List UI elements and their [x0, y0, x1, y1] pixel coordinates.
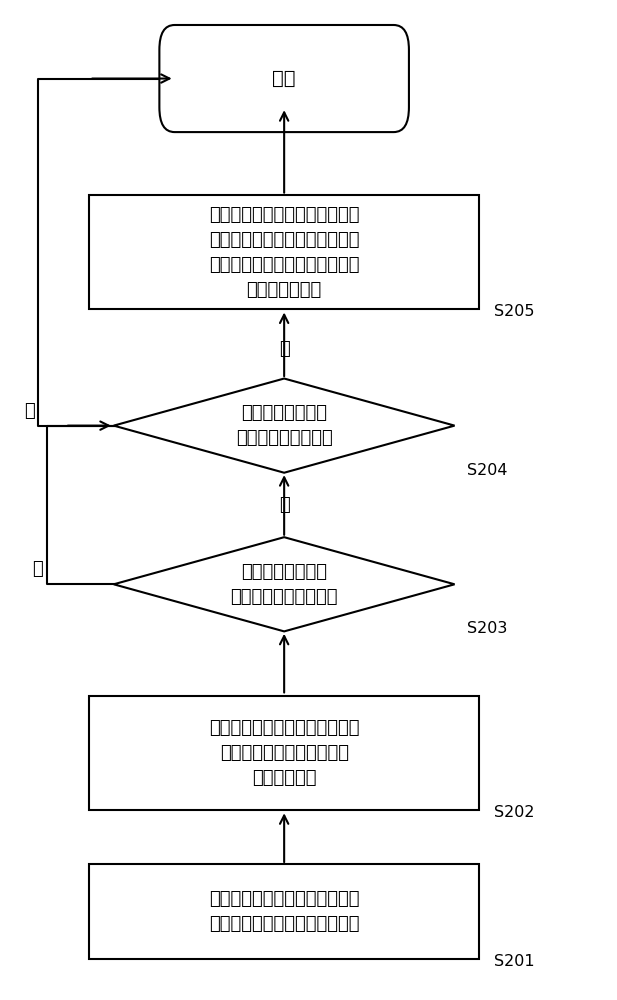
Text: S204: S204	[466, 463, 507, 478]
Text: 对获得的面部图像利用头部朝向
检测算法得到驾驶员的头部朝向: 对获得的面部图像利用头部朝向 检测算法得到驾驶员的头部朝向	[209, 890, 360, 933]
FancyBboxPatch shape	[89, 195, 479, 309]
Text: 否: 否	[279, 496, 289, 514]
Text: S203: S203	[466, 621, 507, 636]
FancyBboxPatch shape	[159, 25, 409, 132]
Polygon shape	[114, 379, 455, 473]
Text: 对获得的面部图像利用眼神注视
方位检测算法得到驾驶员的
眼睛注视方位: 对获得的面部图像利用眼神注视 方位检测算法得到驾驶员的 眼睛注视方位	[209, 719, 360, 787]
Text: 生成并下发第一控制指令，以使
车灯朝向控制器根据第一控制指
令控制车灯以第一预设速度向头
部朝向进行转动: 生成并下发第一控制指令，以使 车灯朝向控制器根据第一控制指 令控制车灯以第一预设…	[209, 206, 360, 299]
Text: 判断眼神注视方位
与头部朝向是否一致: 判断眼神注视方位 与头部朝向是否一致	[236, 404, 333, 447]
Text: S202: S202	[494, 805, 535, 820]
Text: S205: S205	[494, 304, 535, 319]
Text: S201: S201	[494, 954, 535, 969]
Text: 是: 是	[24, 402, 35, 420]
Text: 判断头部朝向是否
与车辆的行车方向一致: 判断头部朝向是否 与车辆的行车方向一致	[230, 563, 338, 606]
FancyBboxPatch shape	[89, 696, 479, 810]
Text: 结束: 结束	[272, 69, 296, 88]
FancyBboxPatch shape	[89, 864, 479, 959]
Text: 否: 否	[279, 340, 289, 358]
Polygon shape	[114, 537, 455, 631]
Text: 是: 是	[32, 560, 43, 578]
